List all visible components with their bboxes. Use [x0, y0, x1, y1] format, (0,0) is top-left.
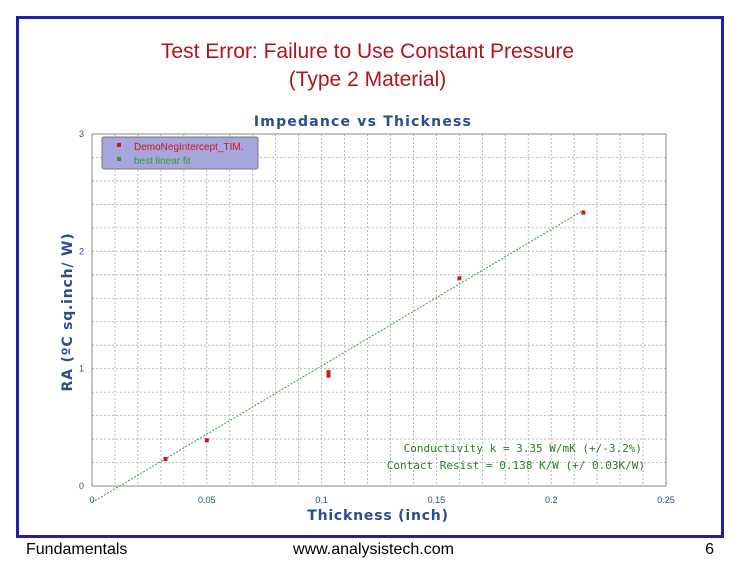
x-tick-label: 0.05	[198, 495, 216, 505]
x-tick-label: 0.15	[428, 495, 446, 505]
data-point	[326, 373, 331, 378]
chart-title: Impedance vs Thickness	[254, 114, 472, 130]
y-tick-label: 3	[79, 129, 84, 139]
y-tick-label: 0	[79, 481, 84, 491]
x-tick-label: 0.25	[657, 495, 675, 505]
x-tick-label: 0.1	[315, 495, 328, 505]
legend-marker-points	[117, 143, 121, 147]
data-point	[326, 370, 331, 375]
chart-series	[91, 209, 586, 503]
annotation-contact-resist: Contact Resist = 0.138 K/W (+/ 0.03K/W)	[387, 459, 645, 472]
x-tick-label: 0	[89, 495, 94, 505]
chart-tick-labels: 0 0.05 0.1 0.15 0.2 0.25 0 1 2 3	[79, 129, 675, 505]
plot-area	[91, 133, 667, 487]
y-tick-label: 1	[79, 364, 84, 374]
footer-website: www.analysistech.com	[293, 541, 454, 558]
data-point	[581, 210, 586, 215]
chart-legend: DemoNegIntercept_TIM. best linear fit	[101, 136, 259, 170]
legend-entry-fit: best linear fit	[134, 156, 191, 167]
x-tick-label: 0.2	[545, 495, 558, 505]
fit-line	[91, 209, 584, 503]
data-point	[204, 438, 209, 443]
y-tick-label: 2	[79, 246, 84, 256]
data-point	[457, 276, 462, 281]
data-point	[163, 457, 168, 462]
slide-title: Test Error: Failure to Use Constant Pres…	[160, 40, 575, 63]
footer-page-number: 6	[705, 541, 714, 558]
y-axis-label: RA (ºC sq.inch/ W)	[60, 233, 76, 392]
slide-subtitle: (Type 2 Material)	[288, 68, 447, 91]
slide-frame	[16, 16, 724, 538]
footer-section-label: Fundamentals	[26, 541, 128, 558]
annotation-conductivity: Conductivity k = 3.35 W/mK (+/-3.2%)	[404, 442, 642, 455]
legend-marker-fit	[117, 157, 121, 161]
legend-entry-points: DemoNegIntercept_TIM.	[134, 142, 244, 153]
chart-grid	[92, 134, 666, 486]
x-axis-label: Thickness (inch)	[307, 508, 449, 524]
